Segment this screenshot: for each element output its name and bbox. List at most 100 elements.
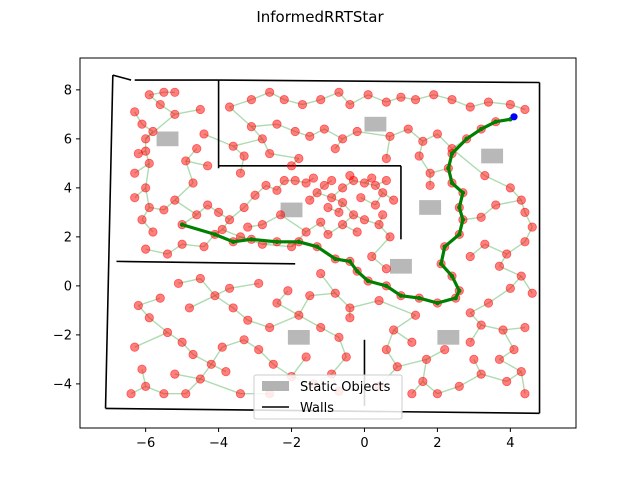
tree-node (370, 180, 381, 191)
tree-node (316, 322, 326, 333)
path-node (453, 295, 458, 301)
tree-node (181, 156, 191, 166)
tree-node (494, 261, 505, 271)
tree-node (305, 291, 315, 301)
y-tick-label: 8 (64, 83, 72, 98)
tree-node (327, 175, 337, 186)
tree-node (155, 99, 165, 110)
path-node (435, 300, 440, 306)
tree-node (133, 148, 143, 159)
tree-node (228, 303, 238, 313)
path-node (460, 190, 466, 195)
tree-node (421, 354, 432, 364)
path-node (384, 283, 389, 289)
tree-node (224, 215, 235, 225)
tree-node (283, 286, 293, 296)
tree-node (356, 193, 366, 203)
tree-node (337, 220, 348, 230)
tree-node (316, 217, 326, 227)
tree-edge (280, 214, 307, 233)
tree-node (367, 251, 377, 262)
tree-node (301, 178, 311, 188)
tree-edge (397, 358, 427, 368)
tree-node (520, 322, 530, 333)
path-node (398, 293, 404, 298)
tree-edge (233, 138, 263, 147)
y-tick-label: 6 (64, 132, 72, 147)
y-tick-label: −4 (53, 377, 72, 392)
y-tick-label: −2 (53, 328, 72, 343)
tree-node (246, 95, 257, 105)
path-node (333, 256, 338, 262)
tree-node (141, 134, 151, 144)
tree-node (272, 298, 282, 308)
tree-node (476, 212, 486, 222)
tree-node (290, 126, 300, 137)
tree-node (389, 195, 399, 205)
tree-node (173, 278, 184, 289)
tree-node (352, 227, 362, 237)
y-tick-label: 0 (64, 279, 72, 294)
x-axis-ticks: −6 −4 −2 0 2 4 (136, 428, 514, 451)
tree-node (228, 141, 238, 151)
tree-node (381, 264, 391, 274)
static-object (437, 329, 460, 345)
path-node (314, 244, 320, 249)
tree-node (381, 344, 391, 355)
tree-node (184, 303, 195, 313)
tree-node (254, 278, 264, 289)
solution-path-line (181, 115, 515, 305)
tree-node (181, 389, 191, 399)
tree-node (516, 271, 526, 281)
tree-edge (349, 299, 380, 309)
plot-frame (79, 57, 577, 429)
tree-node (505, 183, 515, 193)
tree-node (272, 119, 282, 129)
tree-node (177, 239, 187, 249)
x-tick-label: 4 (506, 436, 514, 451)
path-node (460, 217, 466, 222)
tree-node (279, 95, 289, 105)
x-tick-label: 2 (433, 436, 441, 451)
tree-node (133, 300, 143, 311)
tree-node (199, 242, 209, 252)
tree-node (170, 87, 180, 97)
tree-node (381, 175, 391, 186)
tree-node (330, 288, 340, 298)
tree-node (337, 197, 348, 208)
tree-node (144, 202, 154, 213)
tree-node (465, 251, 475, 262)
tree-node (261, 180, 271, 191)
tree-node (192, 144, 202, 154)
tree-node (159, 389, 169, 399)
tree-node (246, 122, 257, 132)
tree-node (137, 215, 147, 225)
tree-node (491, 200, 501, 210)
tree-node (148, 227, 158, 237)
tree-edges (130, 91, 533, 395)
tree-node (389, 325, 399, 335)
tree-node (257, 220, 267, 230)
path-node (274, 239, 280, 244)
tree-node (509, 344, 519, 355)
static-object (364, 116, 387, 132)
tree-node (520, 389, 530, 399)
tree-node (425, 168, 435, 178)
x-tick-label: −4 (209, 436, 228, 451)
tree-node (385, 232, 395, 242)
tree-node (418, 136, 428, 146)
tree-node (319, 180, 329, 191)
tree-node (323, 202, 333, 213)
tree-node (345, 303, 355, 313)
path-node (457, 232, 462, 237)
tree-node (319, 124, 329, 134)
tree-node (308, 173, 319, 183)
path-node (449, 180, 455, 186)
y-tick-label: 2 (64, 230, 72, 245)
tree-node (316, 95, 326, 105)
tree-node (221, 367, 231, 377)
tree-node (188, 178, 198, 188)
tree-edge (189, 295, 216, 309)
tree-node (239, 335, 249, 345)
legend-static-objects-swatch (262, 381, 289, 391)
